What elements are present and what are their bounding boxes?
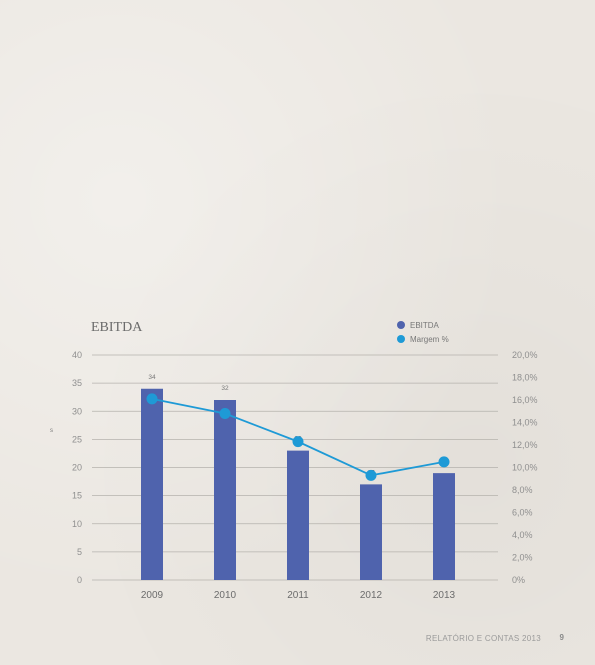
- margem-line-series: [146, 393, 450, 481]
- right-tick-label: 0%: [512, 575, 525, 585]
- ebitda-bars: [141, 388, 455, 580]
- legend-marker-margem: [397, 335, 405, 343]
- x-axis-ticks: 2009 2010 2011 2012 2013: [141, 590, 456, 601]
- left-tick-label: 20: [72, 463, 82, 473]
- left-tick-label: 0: [77, 575, 82, 585]
- left-tick-label: 15: [72, 491, 82, 501]
- ebitda-bar: [360, 484, 382, 580]
- right-tick-label: 4,0%: [512, 530, 533, 540]
- stray-mark: s: [50, 428, 53, 434]
- ebitda-bar-value-label: 34: [148, 374, 156, 381]
- legend-marker-ebitda: [397, 321, 405, 329]
- right-axis-ticks: 0% 2,0% 4,0% 6,0% 8,0% 10,0% 12,0% 14,0% 16,0% 18…: [512, 350, 538, 585]
- left-tick-label: 25: [72, 434, 82, 444]
- left-tick-label: 30: [72, 406, 82, 416]
- right-tick-label: 10,0%: [512, 463, 538, 473]
- right-tick-label: 2,0%: [512, 553, 533, 563]
- left-tick-label: 10: [72, 519, 82, 529]
- ebitda-bar-value-label: 32: [221, 385, 229, 392]
- left-tick-label: 35: [72, 378, 82, 388]
- chart-title: EBITDA: [91, 320, 143, 335]
- ebitda-bar: [141, 388, 163, 580]
- legend-label-ebitda: EBITDA: [410, 321, 440, 330]
- right-tick-label: 14,0%: [512, 418, 538, 428]
- right-tick-label: 20,0%: [512, 350, 538, 360]
- margem-point: [438, 456, 450, 468]
- left-tick-label: 5: [77, 547, 82, 557]
- footer-page-number: 9: [559, 633, 564, 642]
- chart-legend: EBITDA Margem %: [397, 321, 449, 344]
- margem-point: [219, 408, 231, 419]
- right-tick-label: 6,0%: [512, 508, 533, 518]
- right-tick-label: 18,0%: [512, 373, 538, 383]
- x-tick-label: 2010: [214, 590, 237, 601]
- margem-point: [146, 393, 158, 405]
- left-axis-ticks: 0 5 10 15 20 25 30 35 40: [72, 350, 82, 585]
- ebitda-bar: [214, 400, 236, 580]
- legend-label-margem: Margem %: [410, 335, 449, 344]
- ebitda-bar: [433, 473, 455, 580]
- x-tick-label: 2012: [360, 590, 383, 601]
- x-tick-label: 2011: [287, 590, 309, 601]
- x-tick-label: 2009: [141, 590, 164, 601]
- right-tick-label: 8,0%: [512, 485, 533, 495]
- left-tick-label: 40: [72, 350, 82, 360]
- margem-point: [365, 469, 377, 481]
- right-tick-label: 16,0%: [512, 395, 538, 405]
- margem-point: [292, 436, 304, 448]
- right-tick-label: 12,0%: [512, 440, 538, 450]
- x-tick-label: 2013: [433, 590, 456, 601]
- ebitda-bar: [287, 450, 309, 580]
- footer-report-title: RELATÓRIO E CONTAS 2013: [425, 634, 541, 643]
